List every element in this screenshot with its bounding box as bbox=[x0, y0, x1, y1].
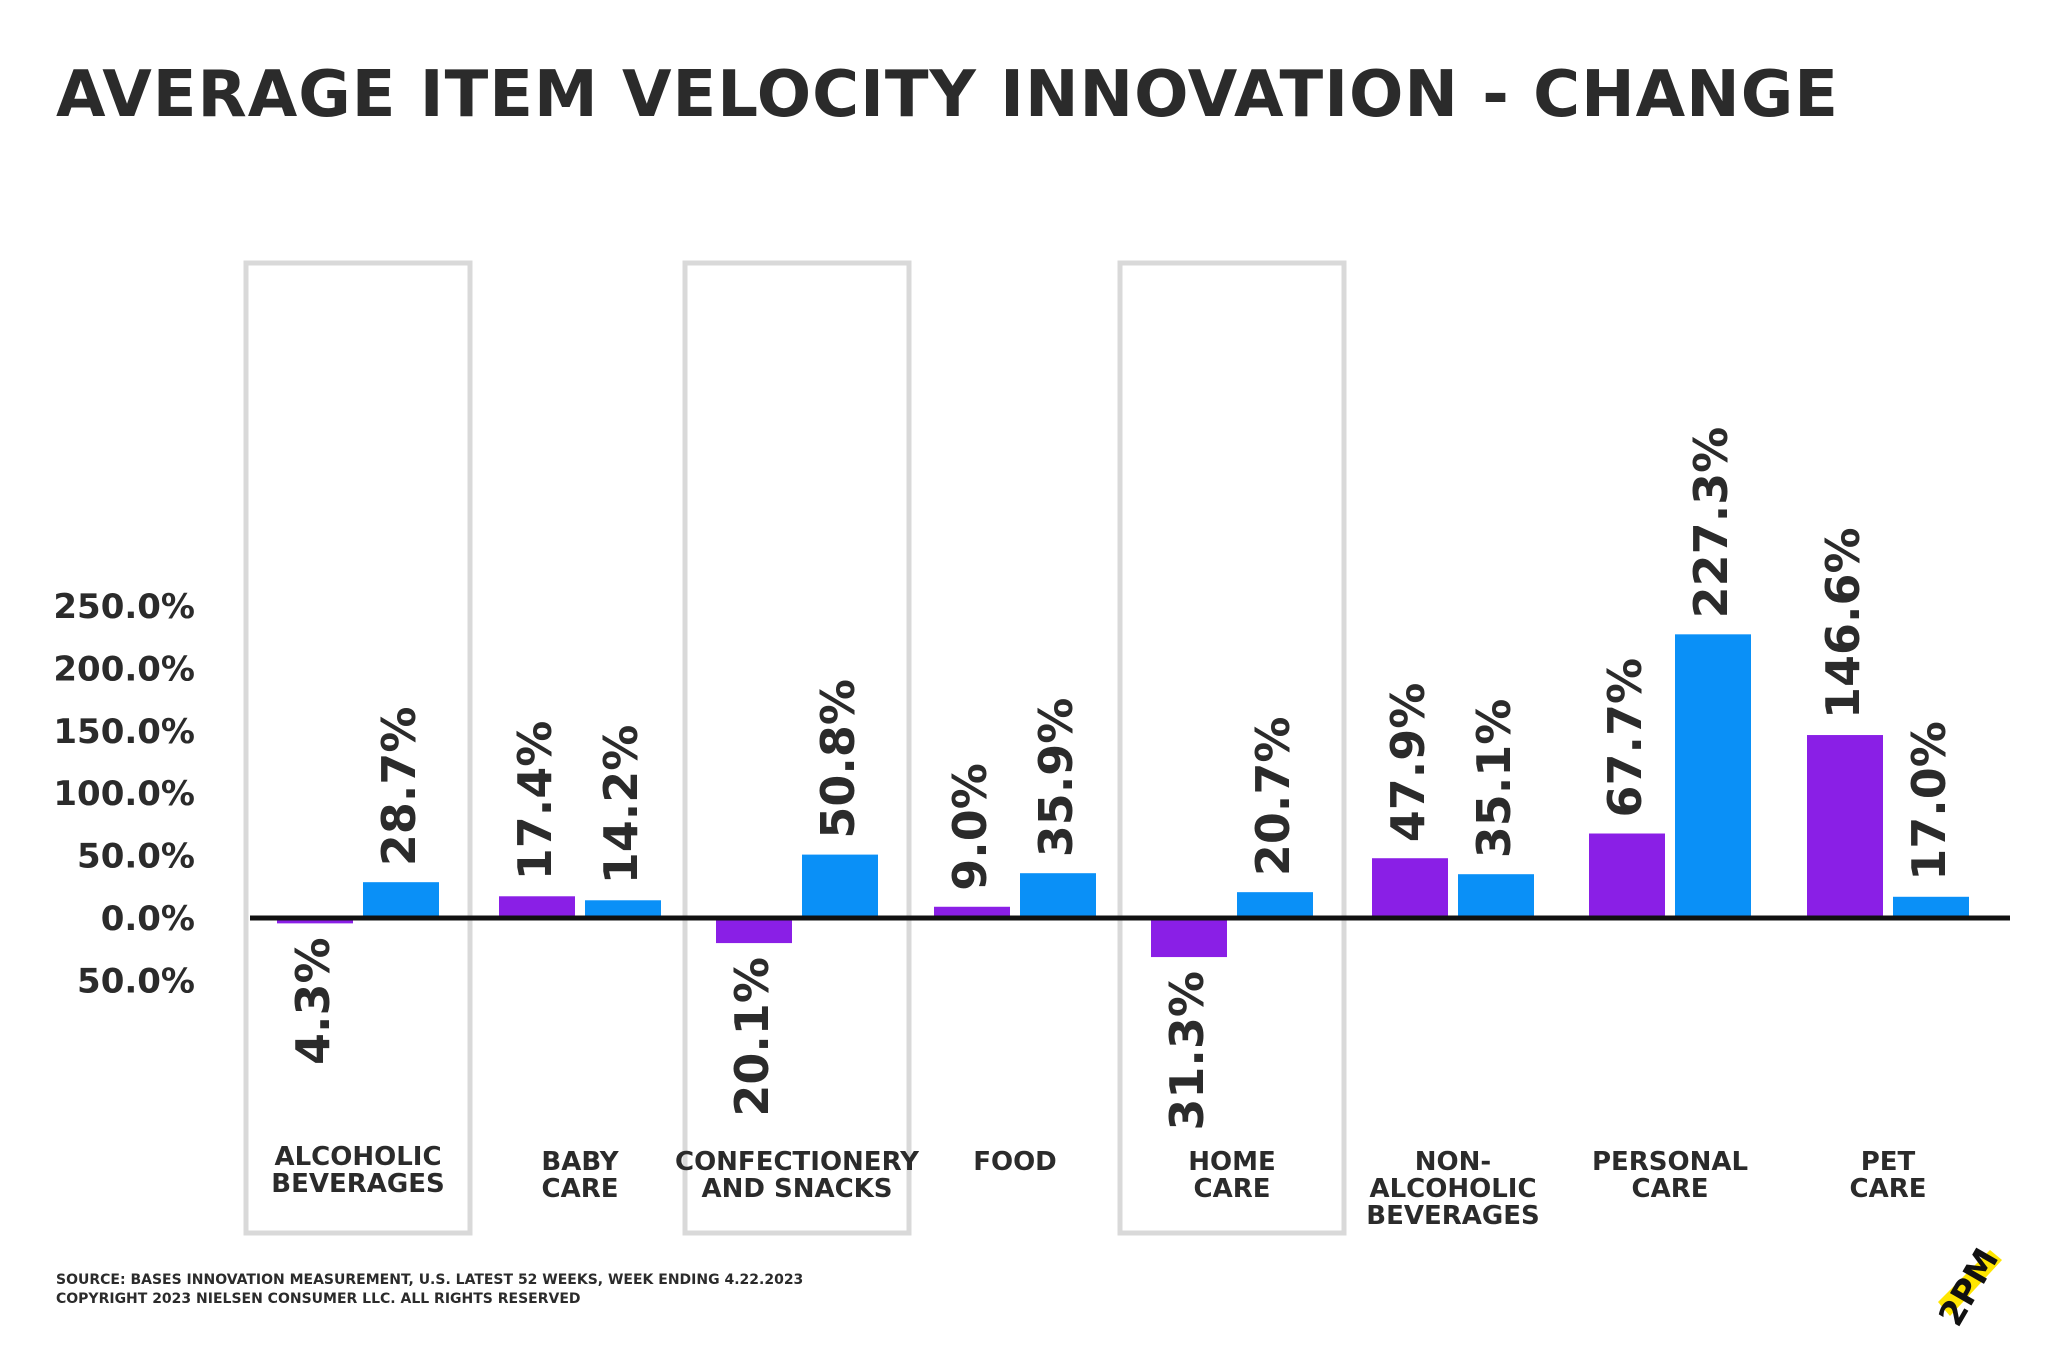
data-label-series-blue-4: 20.7% bbox=[1246, 717, 1300, 877]
data-label-series-blue-5: 35.1% bbox=[1467, 699, 1521, 859]
bar-series-blue-7 bbox=[1893, 896, 1969, 918]
data-label-series-blue-2: 50.8% bbox=[811, 679, 865, 839]
bar-series-purple-5 bbox=[1372, 858, 1448, 918]
category-label-5: NON-ALCOHOLIC BEVERAGES bbox=[1366, 1147, 1539, 1231]
bar-series-blue-1 bbox=[585, 900, 661, 918]
bar-series-purple-7 bbox=[1807, 735, 1883, 918]
highlight-box-0 bbox=[243, 260, 473, 1236]
category-label-0: ALCOHOLIC BEVERAGES bbox=[271, 1142, 444, 1199]
category-label-7: PET CARE bbox=[1850, 1147, 1927, 1204]
bar-series-purple-3 bbox=[934, 906, 1010, 918]
y-tick-label: 0.0% bbox=[101, 899, 195, 939]
y-tick-label: 100.0% bbox=[53, 774, 195, 814]
bar-series-purple-1 bbox=[499, 896, 575, 918]
category-label-2: CONFECTIONERY AND SNACKS bbox=[675, 1147, 920, 1204]
data-label-series-blue-1: 14.2% bbox=[594, 725, 648, 885]
data-label-series-blue-6: 227.3% bbox=[1684, 427, 1738, 619]
category-label-6: PERSONAL CARE bbox=[1592, 1147, 1748, 1204]
data-label-series-purple-1: 17.4% bbox=[508, 721, 562, 881]
brand-logo: 2PM bbox=[1931, 1242, 2007, 1330]
data-label-series-purple-0: 4.3% bbox=[286, 937, 340, 1065]
data-label-series-blue-0: 28.7% bbox=[372, 707, 426, 867]
bar-series-purple-6 bbox=[1589, 833, 1665, 918]
bar-series-blue-2 bbox=[802, 854, 878, 918]
data-label-series-blue-3: 35.9% bbox=[1029, 698, 1083, 858]
y-tick-label: 50.0% bbox=[77, 961, 195, 1001]
highlight-box-4 bbox=[1117, 260, 1347, 1236]
category-label-4: HOME CARE bbox=[1188, 1147, 1276, 1204]
y-tick-label: 150.0% bbox=[53, 712, 195, 752]
bar-series-blue-6 bbox=[1675, 634, 1751, 918]
data-label-series-purple-6: 67.7% bbox=[1598, 658, 1652, 818]
bar-series-purple-0 bbox=[277, 918, 353, 924]
data-label-series-purple-2: 20.1% bbox=[725, 957, 779, 1117]
y-tick-label: 50.0% bbox=[77, 837, 195, 877]
data-label-series-purple-5: 47.9% bbox=[1381, 683, 1435, 843]
bar-series-blue-5 bbox=[1458, 874, 1534, 918]
data-label-series-purple-4: 31.3% bbox=[1160, 971, 1214, 1131]
bar-series-purple-2 bbox=[716, 918, 792, 944]
bar-series-blue-0 bbox=[363, 882, 439, 918]
y-tick-label: 200.0% bbox=[53, 649, 195, 689]
data-label-series-purple-3: 9.0% bbox=[943, 763, 997, 891]
copyright-note: COPYRIGHT 2023 NIELSEN CONSUMER LLC. ALL… bbox=[56, 1291, 581, 1307]
category-label-1: BABY CARE bbox=[541, 1147, 619, 1204]
bar-series-blue-4 bbox=[1237, 892, 1313, 918]
y-tick-label: 250.0% bbox=[53, 587, 195, 627]
source-note: SOURCE: BASES INNOVATION MEASUREMENT, U.… bbox=[56, 1272, 804, 1288]
category-label-3: FOOD bbox=[973, 1147, 1057, 1177]
chart-title: AVERAGE ITEM VELOCITY INNOVATION - CHANG… bbox=[56, 58, 1839, 132]
bar-series-purple-4 bbox=[1151, 918, 1227, 958]
bar-series-blue-3 bbox=[1020, 873, 1096, 918]
data-label-series-purple-7: 146.6% bbox=[1816, 527, 1870, 719]
data-label-series-blue-7: 17.0% bbox=[1902, 721, 1956, 881]
highlight-box-2 bbox=[682, 260, 912, 1236]
